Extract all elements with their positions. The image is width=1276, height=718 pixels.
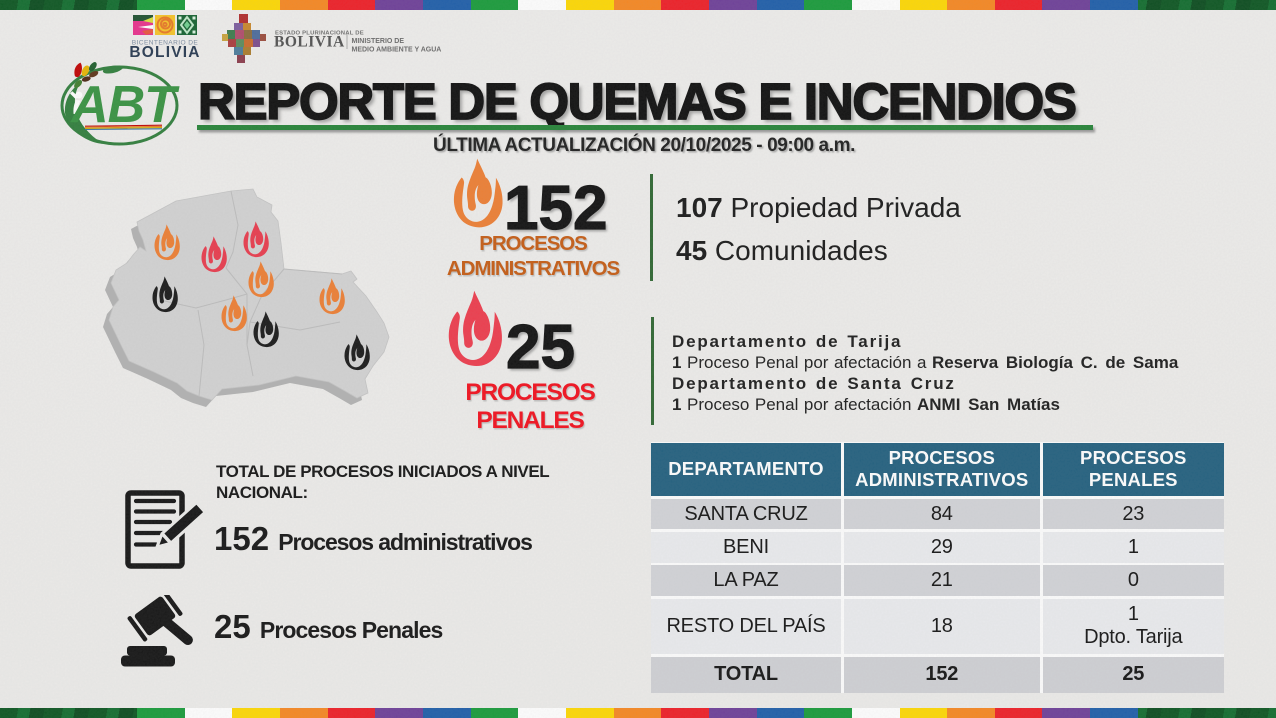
svg-text:BOLIVIA: BOLIVIA xyxy=(274,34,345,51)
svg-text:MEDIO AMBIENTE Y AGUA: MEDIO AMBIENTE Y AGUA xyxy=(352,47,442,54)
svg-text:MINISTERIO DE: MINISTERIO DE xyxy=(352,38,405,45)
svg-text:ABT: ABT xyxy=(69,76,180,134)
